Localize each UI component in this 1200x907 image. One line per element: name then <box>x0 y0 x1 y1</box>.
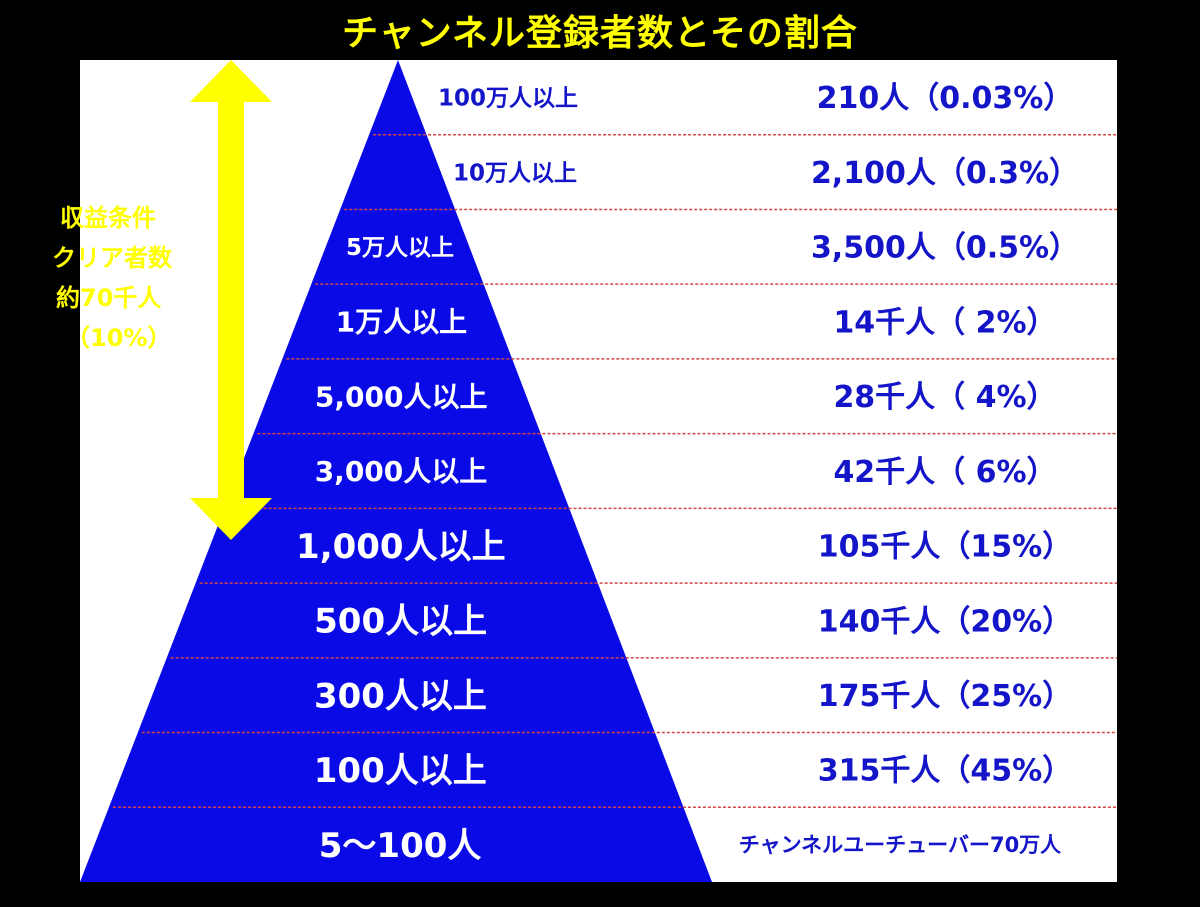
tier-count: 3,500人（0.5%） <box>811 231 1079 266</box>
tier-label: 1,000人以上 <box>296 527 506 567</box>
tier-count: 42千人（ 6%） <box>833 455 1056 490</box>
pyramid-triangle <box>80 60 712 882</box>
tier-count: チャンネルユーチューバー70万人 <box>739 833 1061 857</box>
tier-count: 14千人（ 2%） <box>833 305 1056 340</box>
tier-dividers <box>112 133 1117 809</box>
tier-label: 300人以上 <box>314 676 487 716</box>
page-title: チャンネル登録者数とその割合 <box>342 13 858 54</box>
tier-count: 105千人（15%） <box>818 530 1072 565</box>
double-arrow-icon <box>190 60 272 540</box>
tier-label: 10万人以上 <box>453 160 577 186</box>
note-line-3: 約70千人 <box>56 284 162 312</box>
tier-count: 140千人（20%） <box>818 604 1072 639</box>
note-line-4: （10%） <box>66 324 172 352</box>
tier-count: 175千人（25%） <box>818 679 1072 714</box>
tier-label: 3,000人以上 <box>315 455 488 488</box>
tier-count: 210人（0.03%） <box>817 81 1074 116</box>
tier-labels: 100万人以上 10万人以上 5万人以上 1万人以上 5,000人以上 3,000人以上 1… <box>296 86 578 866</box>
tier-label: 100万人以上 <box>438 86 578 112</box>
tier-label: 5,000人以上 <box>315 380 488 413</box>
tier-label: 5万人以上 <box>346 235 454 261</box>
tier-label: 1万人以上 <box>336 306 467 339</box>
tier-label: 5～100人 <box>319 826 482 866</box>
tier-label: 100人以上 <box>314 751 487 791</box>
note-line-1: 収益条件 <box>60 204 156 232</box>
tier-label: 500人以上 <box>314 602 487 642</box>
tier-count: 28千人（ 4%） <box>833 380 1056 415</box>
tier-count: 2,100人（0.3%） <box>811 156 1079 191</box>
tier-count: 315千人（45%） <box>818 754 1072 789</box>
monetization-note: 収益条件 クリア者数 約70千人 （10%） <box>52 198 212 358</box>
tier-counts: 210人（0.03%） 2,100人（0.3%） 3,500人（0.5%） 14千人（… <box>739 81 1079 857</box>
note-line-2: クリア者数 <box>52 244 172 272</box>
